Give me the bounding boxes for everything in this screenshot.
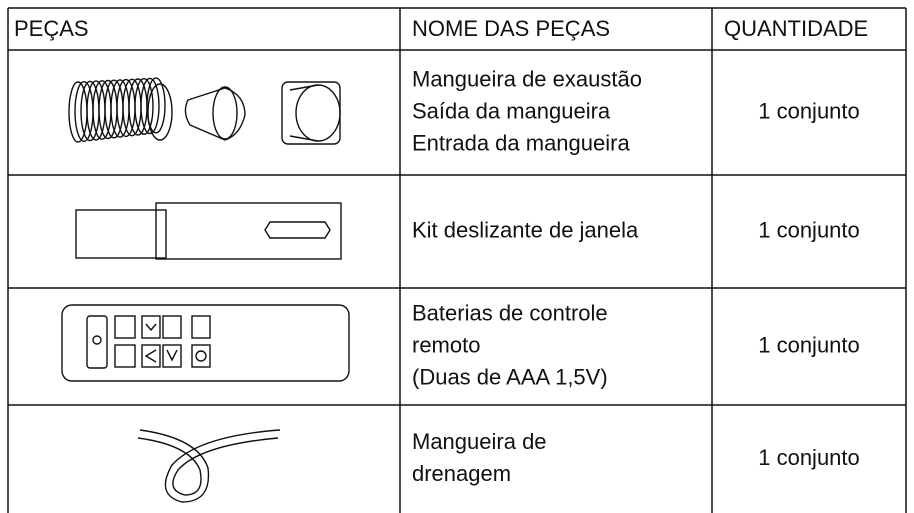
header-cell: NOME DAS PEÇAS	[412, 16, 610, 41]
part-name: Entrada da mangueira	[412, 130, 630, 155]
hose-coil	[146, 77, 166, 134]
part-name: drenagem	[412, 461, 511, 486]
header-cell: QUANTIDADE	[724, 16, 868, 41]
quantity: 1 conjunto	[758, 98, 860, 123]
part-name: Kit deslizante de janela	[412, 217, 639, 242]
part-name: remoto	[412, 332, 480, 357]
window-kit-illustration	[75, 202, 342, 260]
quantity: 1 conjunto	[758, 332, 860, 357]
part-name: Saída da mangueira	[412, 98, 611, 123]
quantity: 1 conjunto	[758, 217, 860, 242]
part-name: Mangueira de	[412, 429, 547, 454]
hose-coil	[140, 77, 160, 135]
part-name: (Duas de AAA 1,5V)	[412, 364, 608, 389]
drain-hose-illustration	[137, 429, 281, 503]
hose-illustration	[68, 77, 341, 145]
header-cell: PEÇAS	[14, 16, 89, 41]
hose-coil	[134, 77, 154, 135]
part-name: Baterias de controle	[412, 300, 608, 325]
part-name: Mangueira de exaustão	[412, 66, 642, 91]
remote-illustration	[61, 304, 350, 382]
table-grid	[7, 7, 907, 513]
quantity: 1 conjunto	[758, 445, 860, 470]
